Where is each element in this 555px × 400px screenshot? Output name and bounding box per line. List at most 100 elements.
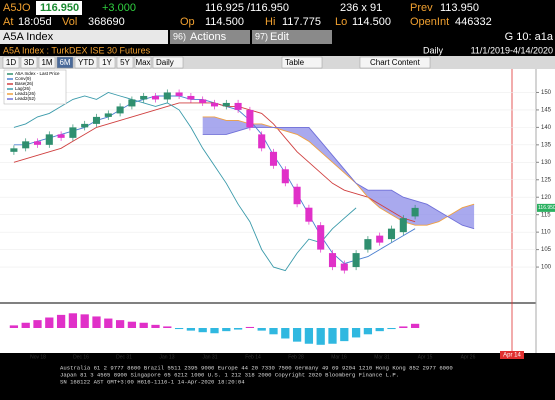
- histogram-bar: [163, 326, 172, 328]
- vol: 368690: [88, 16, 125, 28]
- range-label: 5Y: [120, 58, 130, 67]
- histogram-bar: [222, 328, 231, 332]
- actions-button[interactable]: [170, 30, 250, 44]
- x-tick-label: Apr 26: [461, 354, 476, 360]
- candle: [246, 109, 254, 128]
- histogram-bar: [410, 323, 420, 328]
- candle: [328, 253, 337, 268]
- histogram-bar: [281, 328, 290, 339]
- histogram-bar: [80, 314, 89, 328]
- cursor-label: Apr 14: [503, 353, 521, 359]
- candle: [140, 95, 148, 100]
- range-button[interactable]: [98, 56, 116, 69]
- legend-box: [3, 69, 67, 105]
- y-tick-label: 150: [541, 90, 552, 96]
- chart-content: Chart Content: [370, 58, 421, 67]
- op-label: Op: [180, 16, 195, 28]
- y-tick-label: 110: [541, 230, 551, 236]
- edit: Edit: [270, 31, 289, 43]
- lo: 114.500: [352, 16, 391, 28]
- y-tick-label: 145: [541, 107, 552, 113]
- change: +3.000: [102, 2, 136, 14]
- candle: [92, 116, 101, 124]
- x-tick-label: Feb 14: [245, 354, 261, 360]
- range-label: YTD: [78, 58, 94, 67]
- range-button[interactable]: [56, 56, 74, 69]
- legend-label: Lag(26): [15, 86, 31, 91]
- histogram-bar: [139, 322, 148, 328]
- histogram-bar: [316, 328, 325, 345]
- candle: [258, 134, 266, 149]
- x-tick-label: Jan 13: [159, 354, 174, 360]
- footer-line: Australia 61 2 9777 8600 Brazil 5511 239…: [60, 364, 453, 371]
- range-button[interactable]: [38, 56, 56, 69]
- period: Daily: [423, 45, 444, 55]
- freq-select[interactable]: [152, 56, 184, 69]
- y-tick-label: 100: [541, 265, 552, 271]
- candle: [340, 263, 348, 271]
- histogram-bar: [33, 320, 42, 328]
- candle: [33, 141, 42, 145]
- histogram-bar: [340, 328, 349, 342]
- legend-label: Lead1(26): [15, 91, 36, 96]
- bid-ask: 116.925 /116.950: [205, 2, 289, 14]
- candle: [81, 123, 89, 128]
- table: Table: [285, 58, 305, 67]
- histogram-bar: [351, 328, 361, 338]
- cursor-tag: [500, 351, 524, 359]
- last-tag-label: 116.950: [538, 205, 555, 211]
- security-box[interactable]: [0, 30, 168, 44]
- candle: [187, 95, 195, 100]
- edit-num: 97): [255, 31, 268, 41]
- range-label: 1Y: [102, 58, 112, 67]
- histogram-bar: [375, 328, 384, 332]
- cloud: [202, 116, 475, 229]
- y-tick-label: 135: [541, 142, 552, 148]
- candle: [22, 141, 30, 149]
- last-price: 116.950: [40, 2, 79, 14]
- histogram-bar: [115, 320, 125, 328]
- candle: [376, 235, 384, 243]
- edit-button[interactable]: [252, 30, 332, 44]
- range-label: Max: [135, 58, 150, 67]
- candle: [234, 102, 242, 110]
- last-tag: [537, 203, 555, 212]
- oi-label: OpenInt: [410, 16, 449, 28]
- x-tick-label: Feb 28: [288, 354, 304, 360]
- range-button[interactable]: [116, 56, 134, 69]
- candle: [175, 92, 183, 96]
- histogram-bar: [233, 328, 243, 330]
- candle: [199, 99, 207, 103]
- last-box: [36, 1, 82, 15]
- histogram-bar: [174, 328, 184, 330]
- histogram-bar: [257, 328, 266, 331]
- range-label: 6M: [59, 58, 70, 67]
- candle: [269, 151, 278, 166]
- time: 18:05d: [18, 16, 52, 28]
- histogram-bar: [127, 321, 137, 328]
- op: 114.500: [205, 16, 244, 28]
- x-tick-label: Jan 31: [202, 354, 217, 360]
- content-button[interactable]: [359, 56, 431, 69]
- range-button[interactable]: [2, 56, 20, 69]
- histogram-bar: [210, 328, 219, 334]
- x-tick-label: Nov 18: [30, 354, 46, 360]
- range-button[interactable]: [74, 56, 98, 69]
- security: A5A Index: [3, 31, 54, 43]
- prev: 113.950: [440, 2, 479, 14]
- candle: [411, 207, 419, 217]
- histogram-bar: [151, 324, 160, 328]
- x-tick-label: Apr 15: [418, 354, 433, 360]
- range-button[interactable]: [134, 56, 152, 69]
- histogram-bar: [104, 318, 113, 328]
- candle: [128, 99, 136, 107]
- candle: [45, 134, 53, 145]
- histogram-bar: [9, 325, 19, 328]
- y-tick-label: 125: [541, 177, 552, 183]
- histogram-bar: [198, 328, 207, 333]
- histogram-bar: [304, 328, 314, 344]
- range-button[interactable]: [20, 56, 38, 69]
- x-tick-label: Mar 31: [374, 354, 390, 360]
- table-button[interactable]: [281, 56, 323, 69]
- hi: 117.775: [282, 16, 321, 28]
